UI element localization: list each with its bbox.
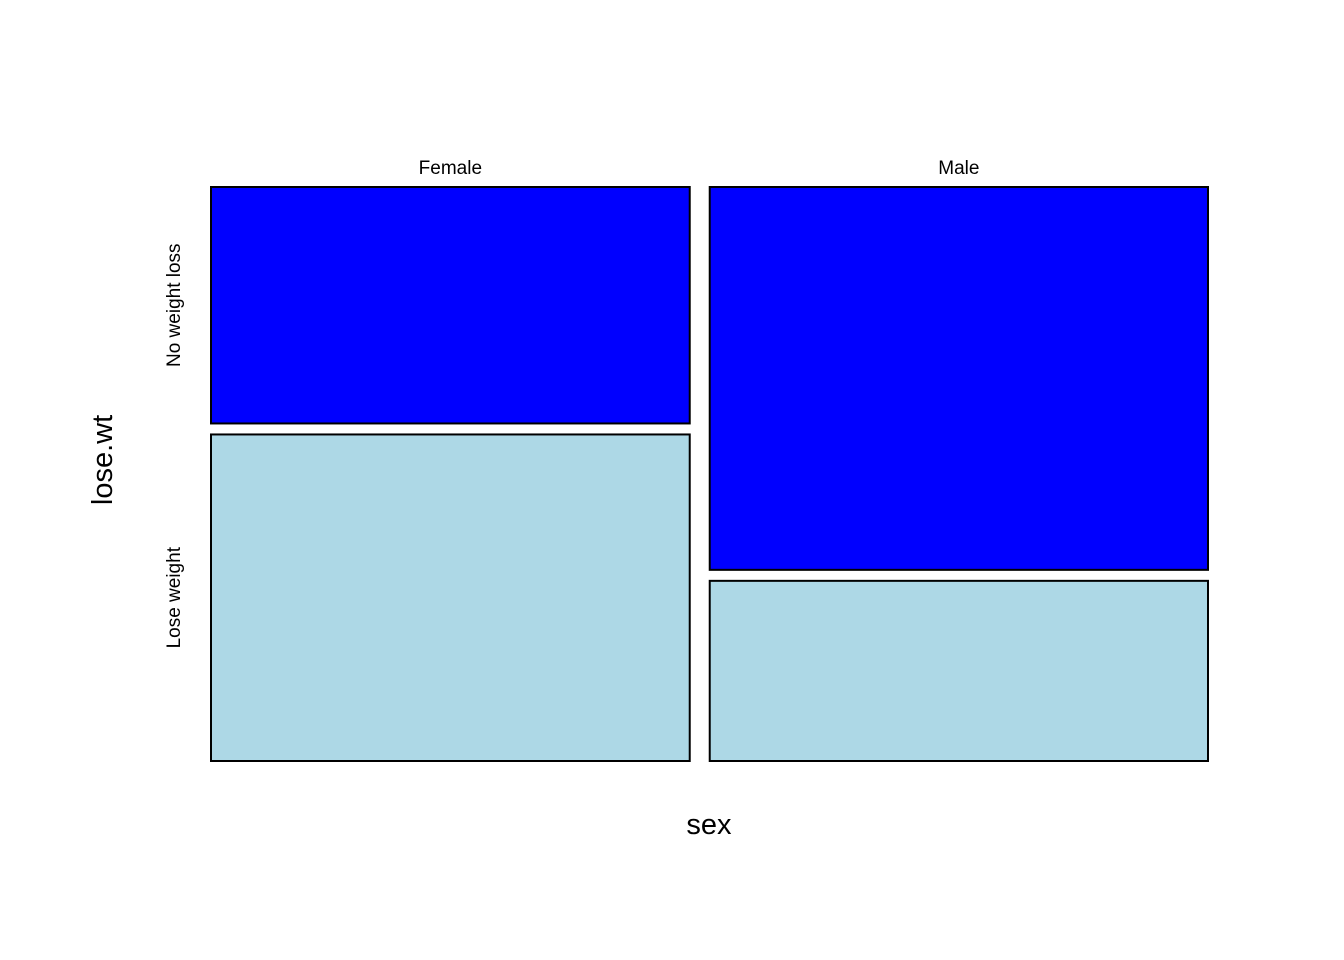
column-labels: Female Male — [419, 158, 980, 179]
tile-male-lose-weight — [708, 579, 1209, 763]
row-labels: No weight loss Lose weight — [164, 243, 185, 648]
tile-female-no-weight-loss — [210, 186, 691, 425]
x-axis-label: sex — [686, 809, 732, 841]
tile-male-no-weight-loss — [708, 186, 1209, 571]
row-label-no-weight-loss: No weight loss — [164, 243, 185, 367]
tile-female-lose-weight — [210, 433, 691, 762]
column-label-male: Male — [938, 158, 979, 179]
tiles-group — [210, 186, 1209, 763]
row-label-lose-weight: Lose weight — [164, 546, 185, 648]
y-axis-label: lose.wt — [87, 415, 119, 505]
column-label-female: Female — [419, 158, 482, 179]
